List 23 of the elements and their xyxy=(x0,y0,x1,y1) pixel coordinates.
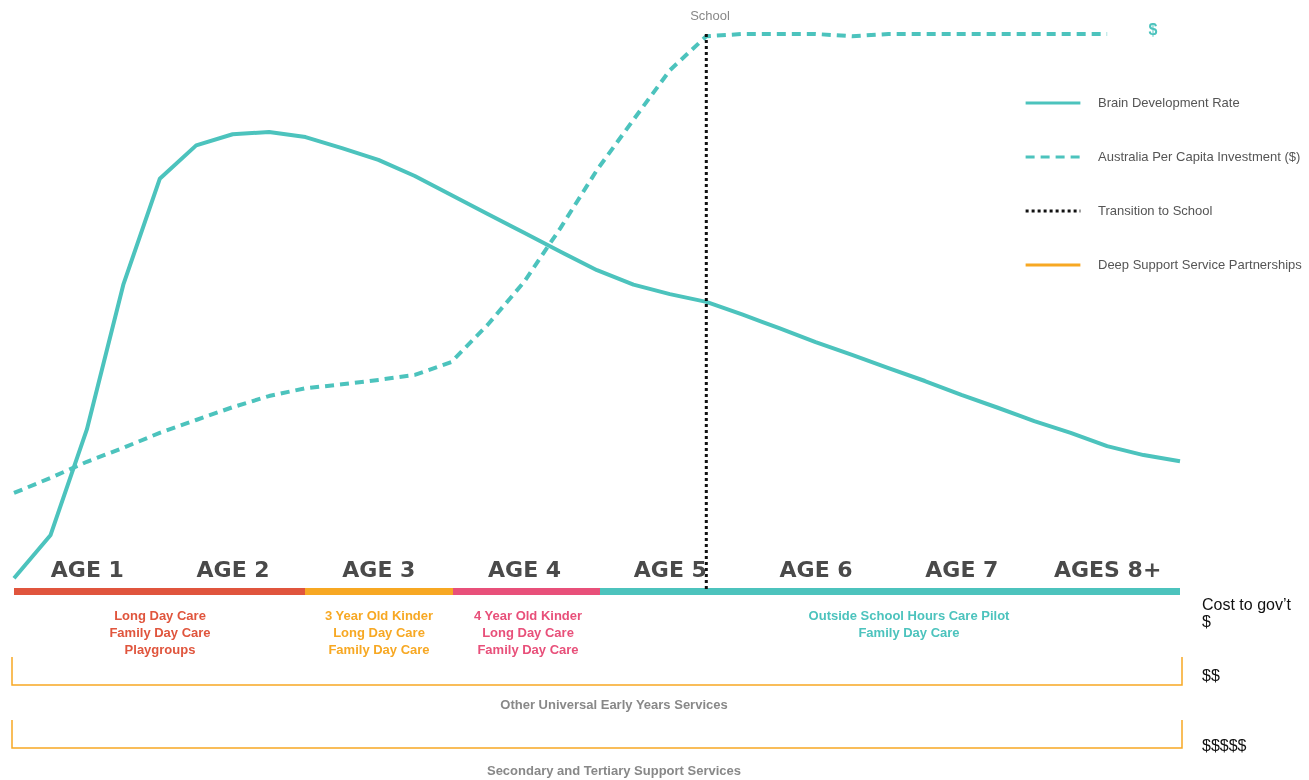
text: 3 Year Old Kinder Long Day Care Family Day Care xyxy=(324,608,434,657)
legend-label: Australia Per Capita Investment ($) xyxy=(1098,149,1301,164)
text: 4 Year Old Kinder Long Day Care Family Day Care xyxy=(473,608,583,657)
x-tick-label: AGE 3 xyxy=(342,556,416,582)
legend-label: Brain Development Rate xyxy=(1098,95,1240,110)
legend-label: Transition to School xyxy=(1098,203,1213,218)
text: Outside School Hours Care Pilot Family Day Care xyxy=(808,608,1011,640)
x-tick-label: AGE 5 xyxy=(633,556,707,582)
x-tick-label: AGE 2 xyxy=(196,556,270,582)
text: $$ xyxy=(1202,667,1220,684)
text: Long Day Care Family Day Care Playgroups xyxy=(109,608,211,657)
text: Cost to gov’t $ xyxy=(1202,596,1292,630)
x-tick-label: AGE 7 xyxy=(925,556,999,582)
text: Secondary and Tertiary Support Services xyxy=(486,763,742,778)
x-tick-label: AGES 8+ xyxy=(1053,556,1162,582)
x-tick-label: AGE 6 xyxy=(779,556,853,582)
x-tick-label: AGE 1 xyxy=(50,556,124,582)
x-tick-label: AGE 4 xyxy=(488,556,562,582)
text: $$$$$ xyxy=(1202,737,1247,754)
annotation: $ xyxy=(1148,21,1158,38)
text: School xyxy=(690,8,730,23)
text: Other Universal Early Years Services xyxy=(500,697,728,712)
legend-label: Deep Support Service Partnerships xyxy=(1098,257,1303,272)
